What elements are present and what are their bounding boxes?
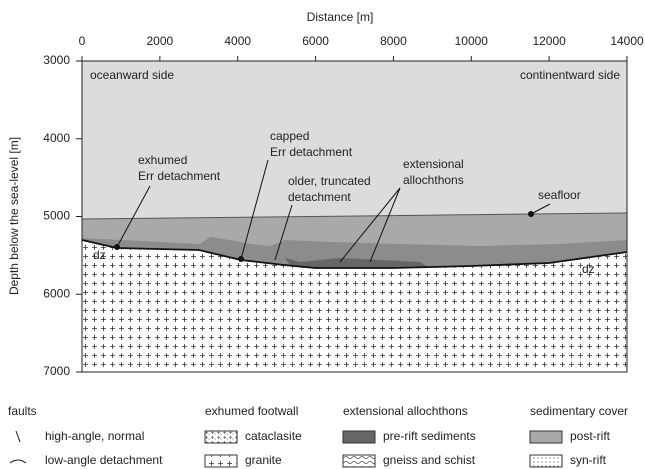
y-tick-label: 6000 [43,286,70,300]
x-tick-label: 10000 [455,34,489,48]
figure: Distance [m] Depth below the sea-level [… [0,0,645,469]
legend-symbol [10,460,26,463]
x-tick-label: 2000 [147,34,174,48]
annotation: dz [582,262,595,276]
annotation: dz [93,248,106,262]
legend-title: faults [8,404,37,418]
annotation: allochthons [403,173,464,187]
legend-swatch [530,431,562,443]
x-tick-label: 4000 [224,34,251,48]
x-tick-label: 12000 [532,34,566,48]
legend-title: sedimentary cover [530,404,628,418]
legend-label: low-angle detachment [45,453,163,467]
annotation: older, truncated [288,174,371,188]
legend-label: pre-rift sediments [383,429,476,443]
legend-label: syn-rift [570,453,607,467]
x-tick-label: 6000 [302,34,329,48]
y-tick-label: 5000 [43,209,70,223]
legend-swatch [343,431,375,443]
x-tick-label: 8000 [380,34,407,48]
legend-swatch [205,455,237,467]
y-tick-label: 7000 [43,364,70,378]
legend-swatch [530,455,562,467]
legend-swatch [343,455,375,467]
legend-label: granite [245,453,282,467]
annotation: detachment [288,190,351,204]
y-tick-label: 3000 [43,53,70,67]
x-axis-title: Distance [m] [307,10,374,24]
y-axis-title: Depth below the sea-level [m] [7,137,21,295]
legend-symbol [16,431,20,442]
section [82,61,627,372]
legend-label: high-angle, normal [45,429,144,443]
x-tick-label: 14000 [610,34,644,48]
legend-title: extensional allochthons [343,404,468,418]
annotation: exhumed [138,153,187,167]
x-tick-label: 0 [79,34,86,48]
annotation: seafloor [538,188,581,202]
y-tick-label: 4000 [43,131,70,145]
legend-label: gneiss and schist [383,453,476,467]
annotation: extensional [403,157,464,171]
side-label: continentward side [520,68,620,82]
annotation: Err detachment [270,145,353,159]
legend-label: post-rift [570,429,611,443]
legend-label: cataclasite [245,429,302,443]
legend-title: exhumed footwall [205,404,298,418]
legend-swatch [205,431,237,443]
annotation: capped [270,129,309,143]
annotation: Err detachment [138,169,221,183]
side-label: oceanward side [90,68,174,82]
